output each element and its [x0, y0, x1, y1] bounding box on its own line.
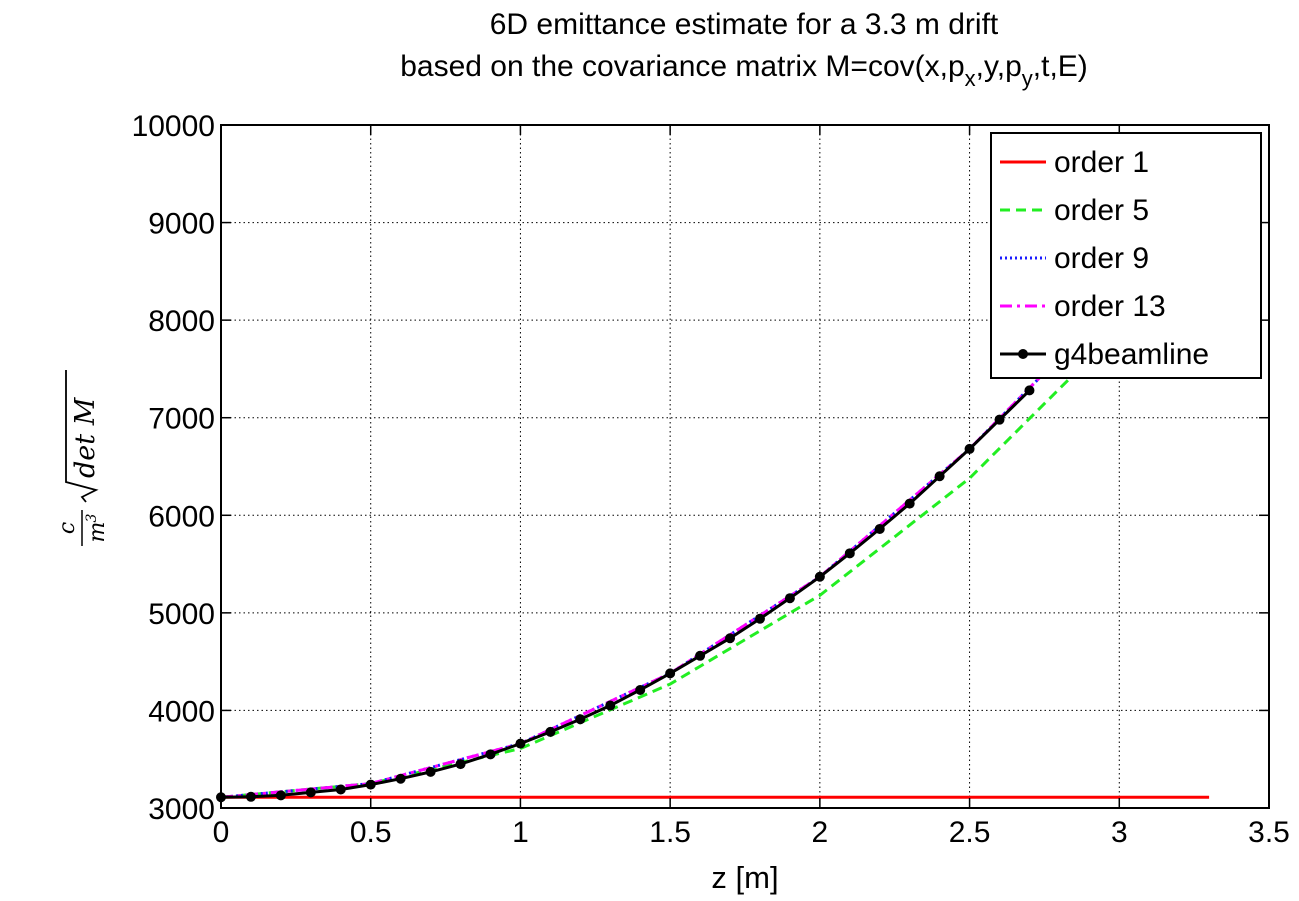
legend-marker-g4beamline — [1018, 349, 1028, 359]
data-point-g4beamline — [994, 414, 1005, 425]
y-label-frac-num: c — [55, 522, 80, 534]
x-tick-label: 2.5 — [949, 816, 991, 849]
y-tick-label: 6000 — [148, 500, 215, 533]
data-point-g4beamline — [245, 791, 256, 802]
x-tick-label: 3.5 — [1248, 816, 1290, 849]
data-point-g4beamline — [485, 749, 496, 760]
axes-frame — [220, 124, 1270, 809]
legend-label-order-9: order 9 — [1054, 242, 1149, 275]
x-tick-label: 0.5 — [350, 816, 392, 849]
legend-label-order-1: order 1 — [1054, 146, 1149, 179]
data-point-g4beamline — [305, 787, 316, 798]
data-point-g4beamline — [515, 738, 526, 749]
x-tick-label: 0 — [213, 816, 230, 849]
data-point-g4beamline — [844, 548, 855, 559]
x-tick-label: 1 — [512, 816, 529, 849]
data-point-g4beamline — [665, 668, 676, 679]
x-tick-label: 1.5 — [649, 816, 691, 849]
y-tick-label: 5000 — [148, 598, 215, 631]
y-label-frac-den-sup: 3 — [84, 513, 100, 522]
axis-ticks: 0 0.5 1 1.5 2 2.5 3 3.5 3000 4000 5000 6000 7000 8000… — [132, 110, 1290, 849]
series-line-g4beamline — [221, 389, 1031, 799]
y-tick-label: 3000 — [148, 793, 215, 826]
legend-label-order-13: order 13 — [1054, 290, 1166, 323]
data-point-g4beamline — [545, 726, 556, 737]
data-point-g4beamline — [275, 790, 286, 801]
y-axis-label: c m 3 det M — [55, 370, 110, 546]
y-tick-label: 10000 — [132, 110, 215, 143]
y-tick-label: 8000 — [148, 305, 215, 338]
data-point-g4beamline — [904, 498, 915, 509]
y-tick-label: 7000 — [148, 403, 215, 436]
y-label-sqrt-sign — [65, 370, 99, 503]
data-point-g4beamline — [874, 523, 885, 534]
data-point-g4beamline — [1024, 385, 1035, 396]
data-point-g4beamline — [934, 471, 945, 482]
data-point-g4beamline — [725, 633, 736, 644]
legend: order 1 order 5 order 9 order 13 g4beamline — [990, 132, 1262, 379]
data-point-g4beamline — [605, 700, 616, 711]
data-point-g4beamline — [784, 593, 795, 604]
x-tick-label: 2 — [812, 816, 829, 849]
x-tick-label: 3 — [1111, 816, 1128, 849]
data-point-g4beamline — [395, 773, 406, 784]
data-point-g4beamline — [455, 759, 466, 770]
chart-title-line2: based on the covariance matrix M=cov(x,p… — [400, 50, 1088, 91]
legend-label-order-5: order 5 — [1054, 194, 1149, 227]
legend-label-g4beamline: g4beamline — [1054, 338, 1209, 371]
data-point-g4beamline — [754, 613, 765, 624]
y-label-rest: det M — [70, 396, 101, 478]
legend-box — [990, 132, 1262, 379]
data-point-g4beamline — [425, 766, 436, 777]
data-point-g4beamline — [365, 779, 376, 790]
y-label-frac-den: m — [85, 522, 110, 543]
chart-title-line1: 6D emittance estimate for a 3.3 m drift — [490, 8, 999, 41]
data-point-g4beamline — [814, 571, 825, 582]
data-point-g4beamline — [635, 684, 646, 695]
data-point-g4beamline — [335, 784, 346, 795]
y-tick-label: 9000 — [148, 208, 215, 241]
data-point-g4beamline — [695, 650, 706, 661]
data-point-g4beamline — [575, 714, 586, 725]
data-point-g4beamline — [964, 443, 975, 454]
y-tick-label: 4000 — [148, 695, 215, 728]
x-axis-label: z [m] — [711, 860, 778, 895]
